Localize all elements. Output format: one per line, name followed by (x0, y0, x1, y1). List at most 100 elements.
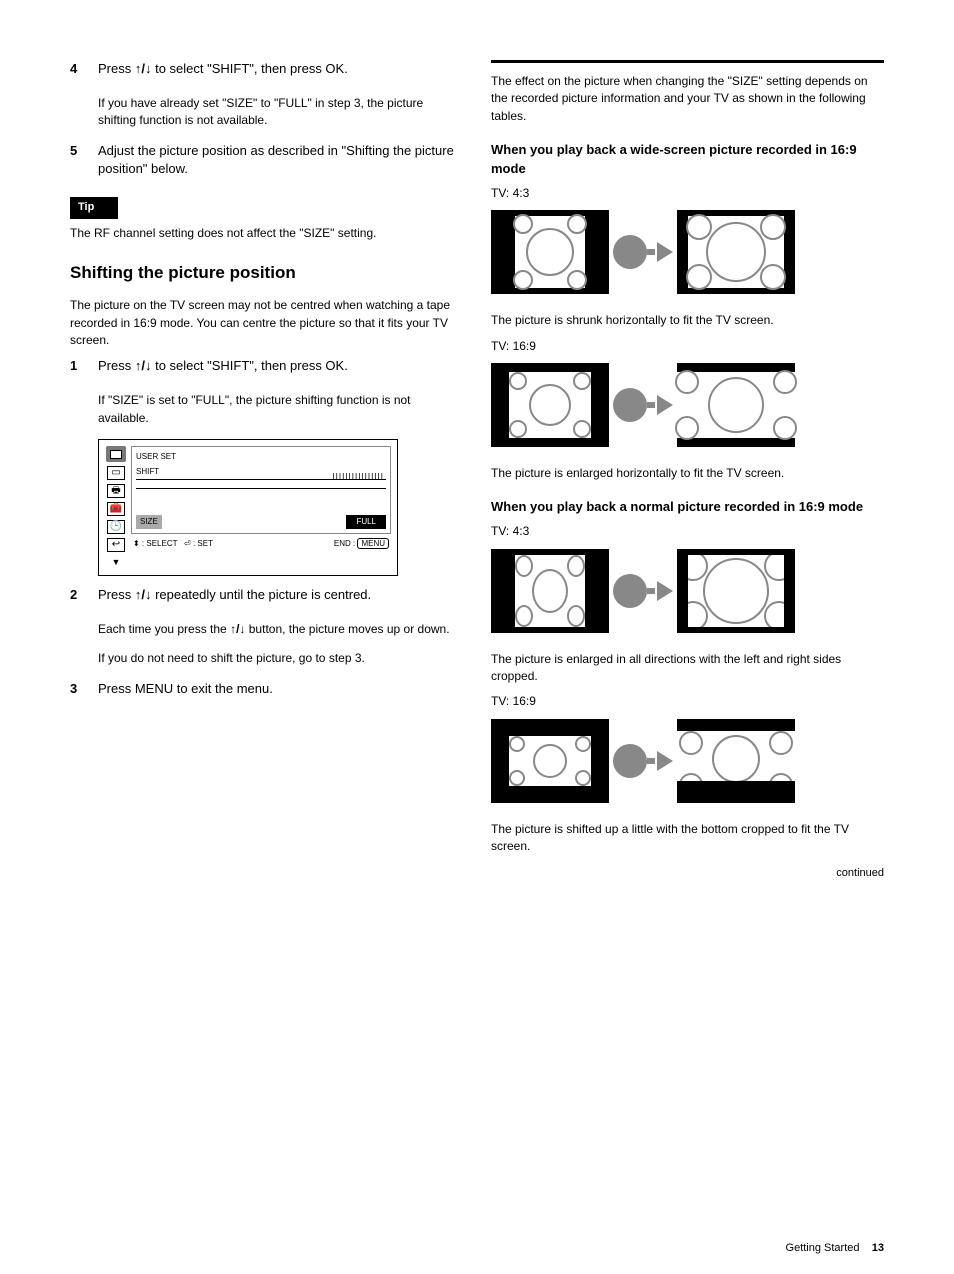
step-2-note-b: If you do not need to shift the picture,… (98, 650, 463, 667)
step-text: to select "SHIFT", then press OK. (151, 358, 347, 373)
note-text: Each time you press the (98, 622, 230, 636)
row-a1-tv: TV: 4:3 (491, 185, 884, 202)
down-arrow-icon: ▼ (112, 556, 121, 569)
arrow-right-icon (657, 242, 673, 262)
footer-section: Getting Started (786, 1242, 860, 1254)
help-set: SET (197, 539, 213, 548)
knob-icon (613, 235, 647, 269)
knob-icon (613, 744, 647, 778)
step-1-note: If "SIZE" is set to "FULL", the picture … (98, 392, 463, 427)
step-body: Adjust the picture position as described… (98, 142, 463, 180)
picture-icon (106, 446, 126, 462)
step-4-note: If you have already set "SIZE" to "FULL"… (98, 95, 463, 130)
tv-ratio: 4:3 (513, 524, 530, 538)
knob-icon (613, 574, 647, 608)
step-body: Press ↑/↓ to select "SHIFT", then press … (98, 357, 463, 376)
toolbox-icon: 🧰 (107, 502, 125, 516)
size-row: SIZE FULL (136, 515, 386, 529)
diagram-b2 (491, 719, 884, 803)
step-body: Press ↑/↓ to select "SHIFT", then press … (98, 60, 463, 79)
arrow-right-icon (657, 751, 673, 771)
diagram-b1 (491, 549, 884, 633)
ok-icon: ⏎ (184, 539, 191, 548)
table-a-title: When you play back a wide-screen picture… (491, 141, 884, 179)
step-text: repeatedly until the picture is centred. (151, 587, 371, 602)
step-body: Press ↑/↓ repeatedly until the picture i… (98, 586, 463, 605)
step-1: 1 Press ↑/↓ to select "SHIFT", then pres… (70, 357, 463, 376)
row-a1-note: The picture is shrunk horizontally to fi… (491, 312, 884, 329)
menu-title: USER SET (136, 451, 176, 463)
shift-ticks: IIIIIIIIIIIIIIII (332, 471, 384, 483)
section-heading: Shifting the picture position (70, 261, 463, 286)
arrow-right-icon (657, 395, 673, 415)
knob-icon (613, 388, 647, 422)
help-select: SELECT (146, 539, 177, 548)
diagram-a2 (491, 363, 884, 447)
tv-ratio: 16:9 (513, 339, 536, 353)
updown-arrows-icon: ↑/↓ (135, 61, 152, 76)
after-box (677, 363, 795, 447)
page: 4 Press ↑/↓ to select "SHIFT", then pres… (0, 0, 954, 1274)
step-5: 5 Adjust the picture position as describ… (70, 142, 463, 180)
clock-icon: 🕒 (107, 520, 125, 534)
row-b2-tv: TV: 16:9 (491, 693, 884, 710)
step-2-note-a: Each time you press the ↑/↓ button, the … (98, 621, 463, 638)
row-b1-tv: TV: 4:3 (491, 523, 884, 540)
step-text: to select "SHIFT", then press OK. (151, 61, 347, 76)
transform-arrow (613, 235, 673, 269)
help-end: END (334, 539, 351, 548)
step-text: Press (98, 587, 135, 602)
page-footer: Getting Started 13 (70, 1242, 884, 1254)
after-box (677, 549, 795, 633)
transform-arrow (613, 744, 673, 778)
step-number: 3 (70, 680, 88, 699)
after-box (677, 719, 795, 803)
transform-arrow (613, 388, 673, 422)
page-number: 13 (872, 1242, 884, 1254)
menu-help-bar: ⬍ : SELECT ⏎ : SET END : MENU (131, 538, 391, 550)
tv-ratio: 4:3 (513, 186, 530, 200)
left-column: 4 Press ↑/↓ to select "SHIFT", then pres… (70, 60, 463, 882)
updown-arrows-icon: ↑/↓ (135, 358, 152, 373)
after-box (677, 210, 795, 294)
row-a2-tv: TV: 16:9 (491, 338, 884, 355)
right-column: The effect on the picture when changing … (491, 60, 884, 882)
step-body: Press MENU to exit the menu. (98, 680, 463, 699)
size-label: SIZE (136, 515, 162, 529)
tip-label: Tip (70, 197, 118, 219)
table-b-title: When you play back a normal picture reco… (491, 498, 884, 517)
help-menu: MENU (357, 538, 389, 549)
step-3: 3 Press MENU to exit the menu. (70, 680, 463, 699)
two-columns: 4 Press ↑/↓ to select "SHIFT", then pres… (70, 60, 884, 882)
step-text: Press (98, 358, 135, 373)
step-4: 4 Press ↑/↓ to select "SHIFT", then pres… (70, 60, 463, 79)
tip-text: The RF channel setting does not affect t… (70, 225, 463, 242)
step-number: 5 (70, 142, 88, 180)
updown-icon: ⬍ (133, 539, 140, 548)
shift-slider: IIIIIIIIIIIIIIII (136, 479, 386, 489)
menu-sidebar-icons: ▭ 🖶 🧰 🕒 ↩ ▼ (105, 446, 127, 569)
step-text: Press (98, 61, 135, 76)
step-number: 1 (70, 357, 88, 376)
size-value: FULL (346, 515, 386, 529)
before-box (491, 719, 609, 803)
tip-block: Tip The RF channel setting does not affe… (70, 197, 463, 242)
step-number: 2 (70, 586, 88, 605)
section-intro: The picture on the TV screen may not be … (70, 297, 463, 349)
onscreen-menu: ▭ 🖶 🧰 🕒 ↩ ▼ USER SET SHIF (98, 439, 398, 576)
row-b1-note: The picture is enlarged in all direction… (491, 651, 884, 686)
row-b2-note: The picture is shifted up a little with … (491, 821, 884, 856)
return-icon: ↩ (107, 538, 125, 552)
printer-icon: 🖶 (107, 484, 125, 498)
continued-label: continued (491, 866, 884, 882)
before-box (491, 549, 609, 633)
cassette-icon: ▭ (107, 466, 125, 480)
before-box (491, 210, 609, 294)
arrow-right-icon (657, 581, 673, 601)
transform-arrow (613, 574, 673, 608)
updown-arrows-icon: ↑/↓ (230, 622, 245, 636)
row-a2-note: The picture is enlarged horizontally to … (491, 465, 884, 482)
note-text: button, the picture moves up or down. (245, 622, 449, 636)
menu-main-panel: USER SET SHIFT IIIIIIIIIIIIIIII SIZE FUL… (131, 446, 391, 534)
updown-arrows-icon: ↑/↓ (135, 587, 152, 602)
